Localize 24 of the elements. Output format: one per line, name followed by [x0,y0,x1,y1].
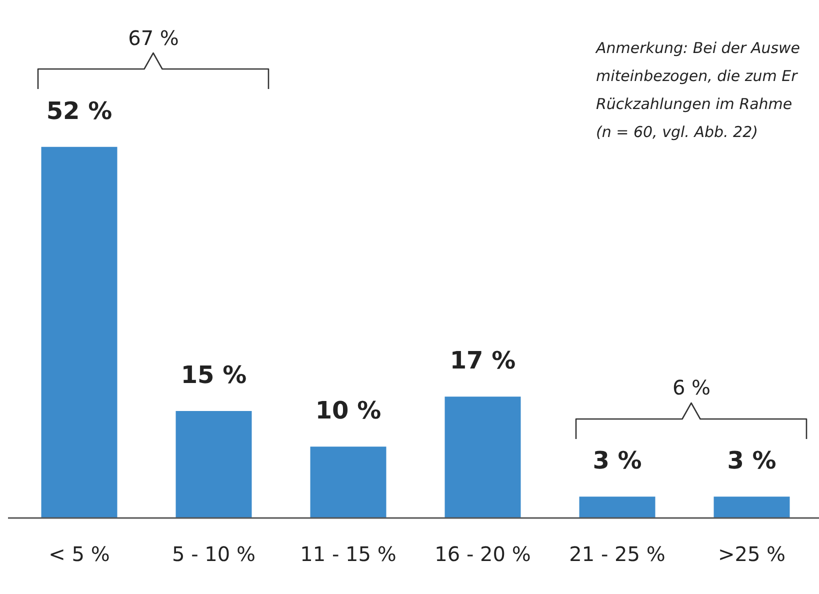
bar [714,496,790,518]
data-label: 3 % [592,446,642,475]
bar [579,496,656,518]
x-tick-label: >25 % [718,542,786,566]
text: 67 % [128,26,179,50]
x-tick-label: 21 - 25 % [569,542,666,566]
text: Rückzahlungen im Rahme [596,94,794,115]
bar [176,410,252,518]
bar [444,396,521,518]
bar [41,146,118,518]
data-label: 15 % [180,360,247,389]
text: miteinbezogen, die zum Er [596,66,799,87]
data-label: 3 % [727,446,776,475]
x-tick-label: 5 - 10 % [172,542,256,566]
bar [310,446,386,518]
x-tick-label: 11 - 15 % [300,542,396,566]
data-label: 10 % [315,396,382,425]
x-tick-label: 16 - 20 % [434,542,531,566]
annotation: 6 % [672,376,711,400]
text: Anmerkung: Bei der Auswe [596,38,802,59]
data-label: 17 % [450,346,516,375]
x-tick-label: < 5 % [48,542,110,566]
data-label: 52 % [46,96,112,125]
text: (n = 60, vgl. Abb. 22) [596,122,759,143]
